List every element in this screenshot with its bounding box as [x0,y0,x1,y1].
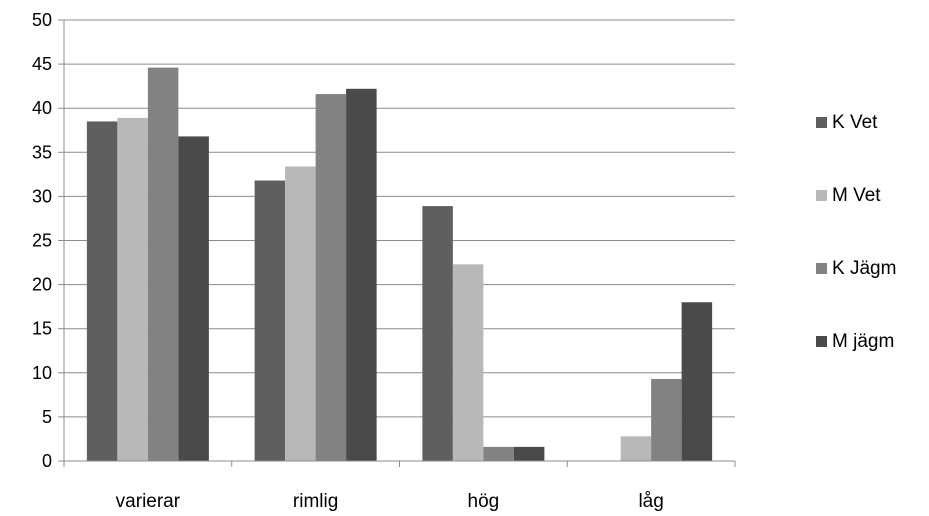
y-tick-label: 5 [42,407,52,427]
y-tick-label: 40 [32,98,52,118]
bar-k-vet-varierar [86,121,118,462]
legend-label: M jägm [832,331,894,352]
bar-m-vet-låg [620,436,652,461]
y-tick-label: 0 [42,451,52,471]
bar-m-jägm-hög [513,446,545,461]
legend: K Vet M Vet K Jägm M jägm [816,112,896,352]
legend-label: M Vet [832,185,881,206]
legend-label: K Vet [832,112,878,133]
bar-k-jägm-varierar [147,67,179,462]
x-category-label: låg [638,491,663,512]
y-tick-label: 45 [32,54,52,74]
bar-k-jägm-låg [651,378,682,461]
legend-swatch [816,190,827,201]
y-tick-label: 25 [32,231,52,251]
bar-k-vet-hög [422,206,453,461]
x-category-label: rimlig [293,491,338,512]
y-tick-label: 35 [32,142,52,162]
axes [58,19,736,467]
bar-k-vet-rimlig [254,180,286,462]
bar-m-vet-varierar [117,117,148,461]
bars [86,67,713,462]
y-axis-ticks: 0 5 10 15 20 25 30 35 40 45 50 [32,10,52,471]
y-tick-label: 20 [32,275,52,295]
x-category-label: varierar [116,491,181,512]
bar-m-jägm-låg [681,302,713,461]
bar-k-jägm-hög [483,446,514,461]
bar-m-vet-hög [452,264,484,461]
y-tick-label: 30 [32,186,52,206]
legend-label: K Jägm [832,258,896,279]
x-category-label: hög [468,491,500,512]
legend-swatch [816,263,827,274]
y-tick-label: 10 [32,363,52,383]
legend-swatch [816,336,827,347]
bar-m-vet-rimlig [285,166,316,462]
bar-m-jägm-rimlig [346,88,377,462]
y-tick-label: 50 [32,10,52,30]
legend-swatch [816,117,827,128]
bar-m-jägm-varierar [178,136,209,461]
x-axis-categories: varierar rimlig hög låg [116,491,664,512]
y-tick-label: 15 [32,319,52,339]
bar-k-jägm-rimlig [315,94,347,461]
